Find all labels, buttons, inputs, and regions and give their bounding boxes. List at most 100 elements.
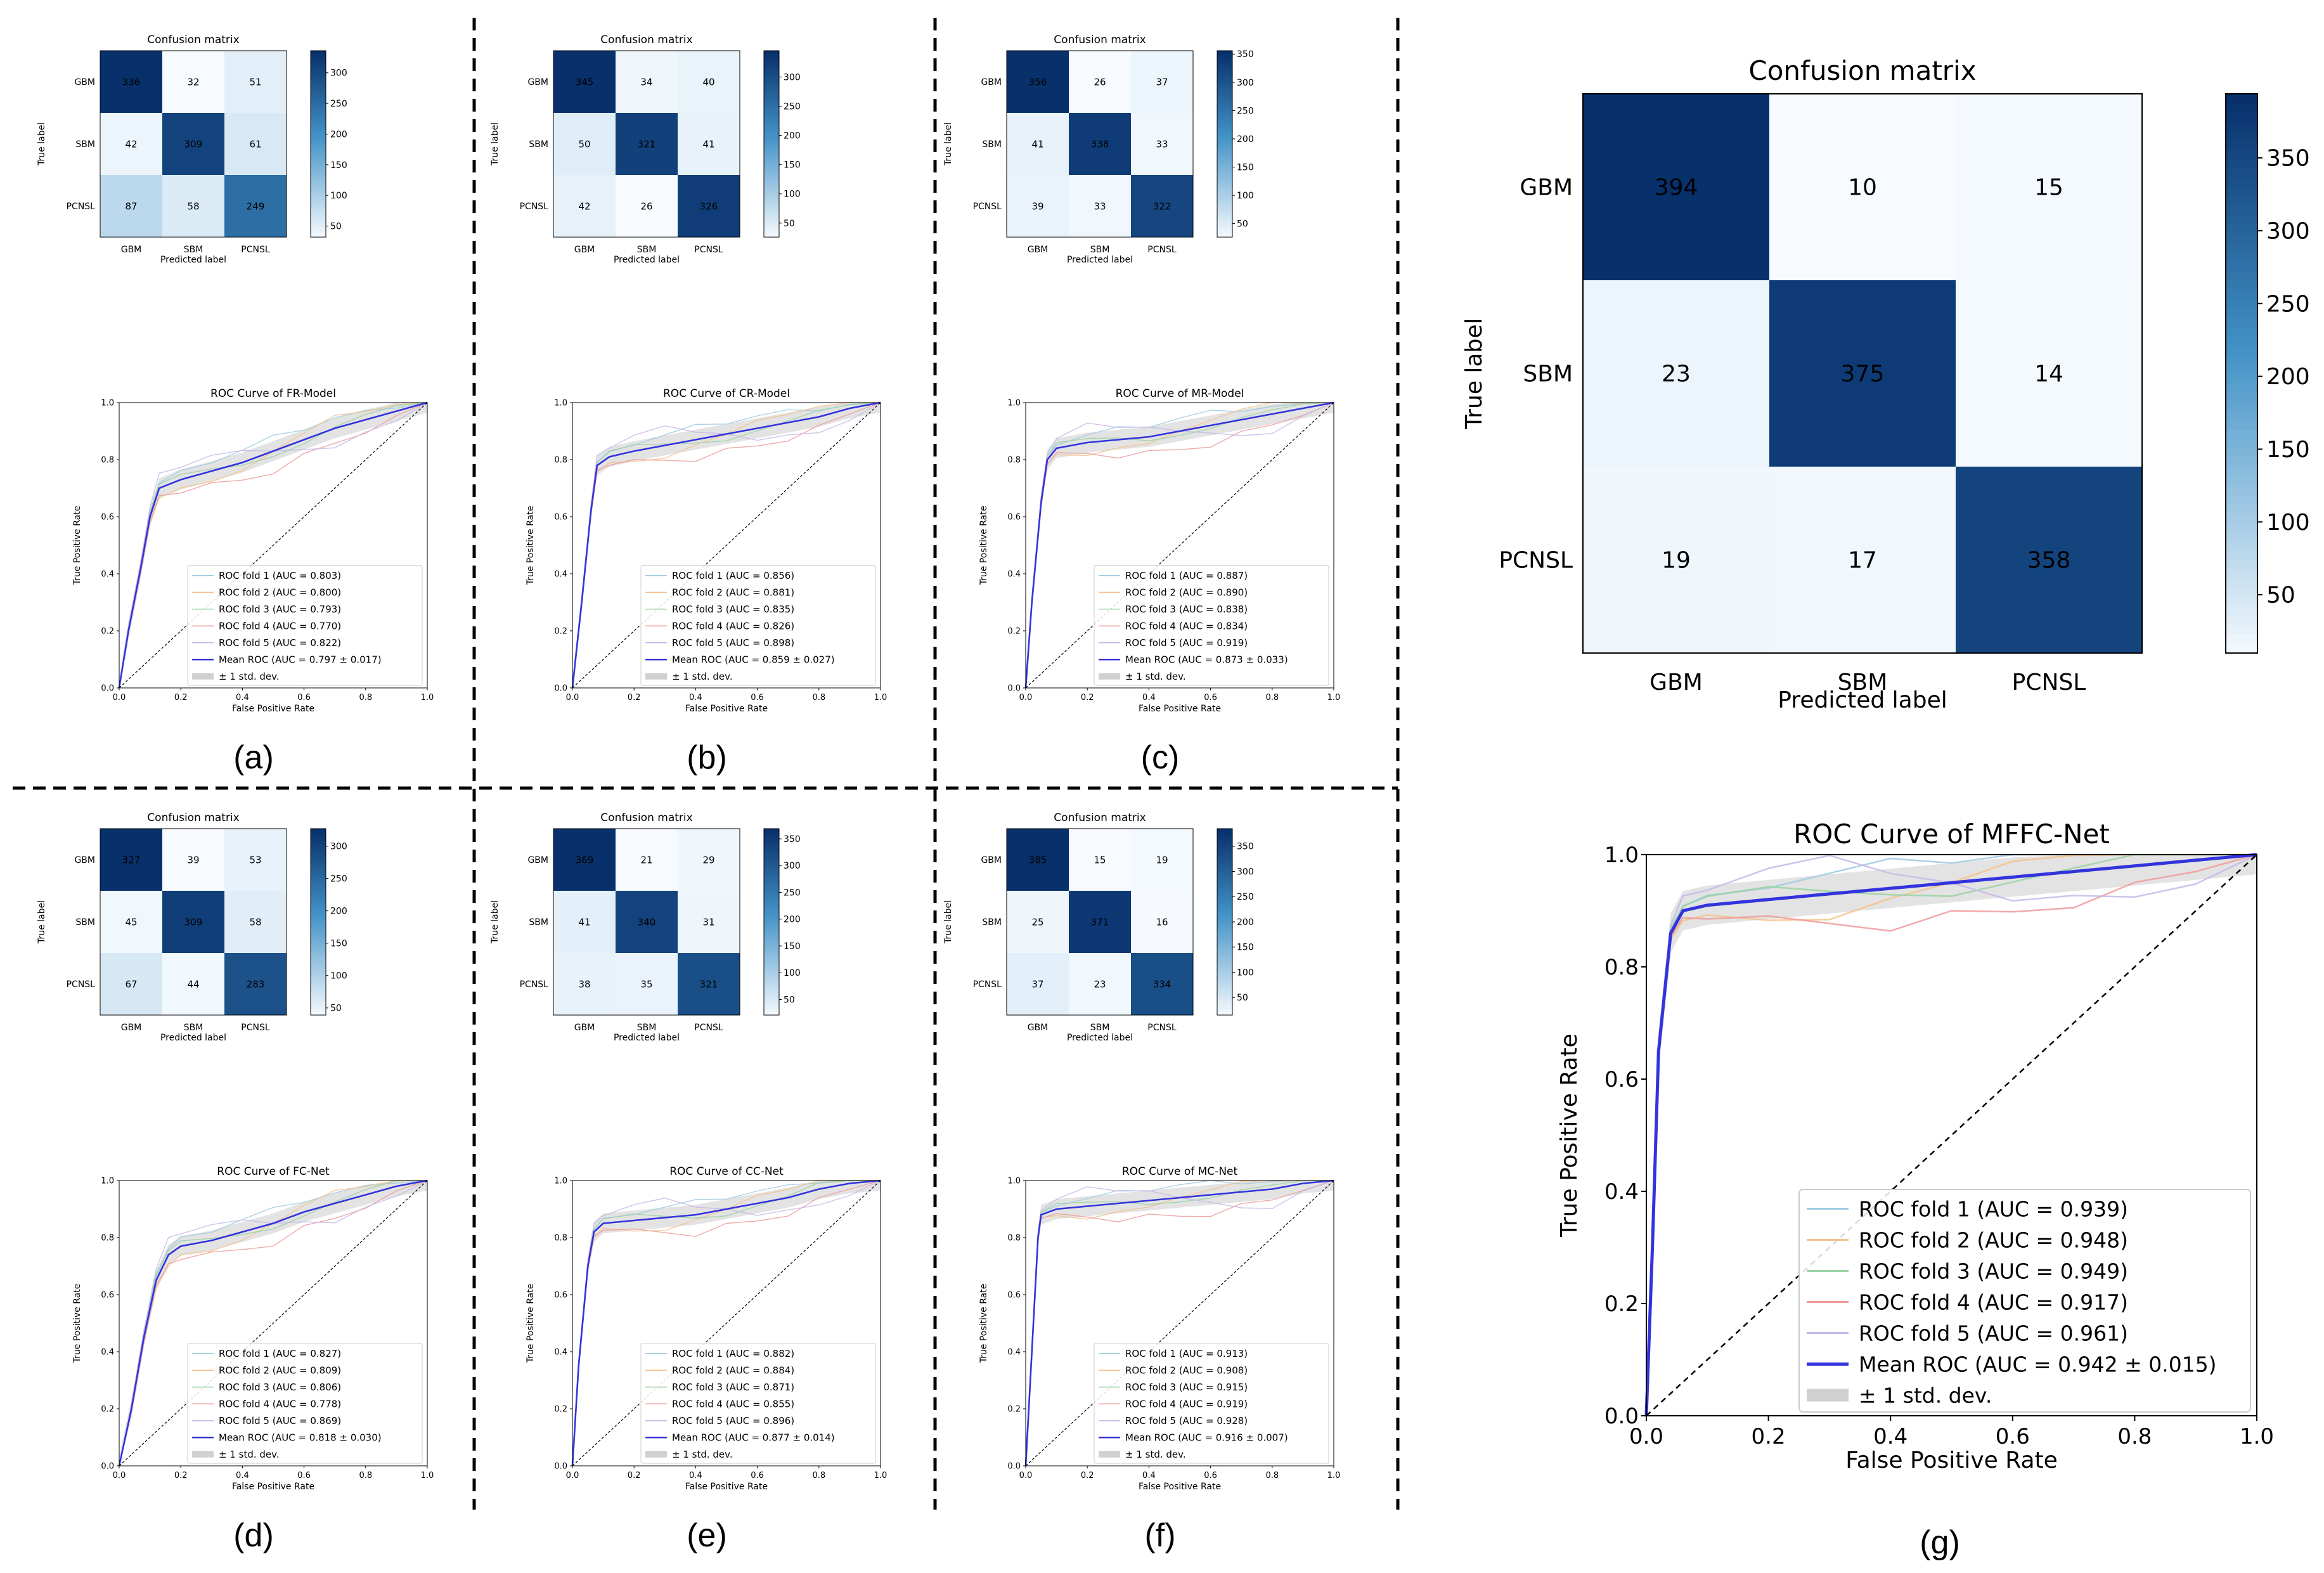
- x-tick-label: SBM: [1090, 1023, 1110, 1033]
- colorbar-segment: [311, 928, 326, 932]
- colorbar-segment: [1217, 103, 1232, 107]
- colorbar-segment: [1217, 893, 1232, 898]
- legend-entry: ROC fold 5 (AUC = 0.928): [1125, 1415, 1248, 1427]
- confusion-matrix: Confusion matrix 394 10 15 23 375 14 19 17 358 GBM…: [1461, 55, 2310, 713]
- x-tick-label: 0.8: [812, 693, 825, 702]
- colorbar-segment: [311, 150, 326, 154]
- legend-entry: Mean ROC (AUC = 0.942 ± 0.015): [1859, 1352, 2217, 1376]
- x-tick-label: 0.8: [812, 1471, 825, 1480]
- cell-value: 338: [1091, 138, 1109, 150]
- y-tick-label: GBM: [1520, 175, 1573, 201]
- colorbar-segment: [1217, 987, 1232, 991]
- colorbar-segment: [764, 869, 779, 873]
- colorbar-segment: [311, 834, 326, 839]
- plot-frame: [572, 1180, 881, 1466]
- colorbar-segment: [311, 153, 326, 157]
- chance-diagonal: [119, 402, 428, 689]
- matrix-cell: [1007, 51, 1069, 113]
- colorbar-segment: [311, 1012, 326, 1016]
- colorbar-tick-label: 250: [784, 888, 801, 898]
- cell-value: 17: [1848, 548, 1877, 574]
- colorbar-segment: [764, 53, 779, 58]
- colorbar-segment: [764, 131, 779, 135]
- colorbar-segment: [764, 829, 779, 832]
- colorbar-segment: [764, 847, 779, 851]
- roc-chart: ROC Curve of MFFC-Net 0.00.0 0.2 0.2 0.4 0.4 0…: [1556, 819, 2274, 1473]
- colorbar-segment: [311, 990, 326, 994]
- colorbar-tick-label: 50: [1237, 993, 1248, 1003]
- matrix-cell: [162, 175, 224, 237]
- colorbar-segment: [1217, 947, 1232, 950]
- y-tick-label: GBM: [527, 855, 548, 865]
- colorbar-segment: [1217, 84, 1232, 89]
- colorbar-segment: [2226, 261, 2257, 271]
- colorbar-segment: [311, 110, 326, 113]
- matrix-cell: [100, 175, 162, 237]
- cell-value: 19: [1156, 854, 1168, 865]
- legend-box: [1798, 1189, 2251, 1413]
- plot-frame: [119, 402, 428, 689]
- y-tick-label: 1.0: [101, 1177, 114, 1186]
- matrix-cell: [162, 829, 224, 891]
- matrix-cell: [616, 113, 678, 175]
- panel-label: (c): [1141, 739, 1180, 776]
- colorbar-segment: [311, 144, 326, 148]
- colorbar-segment: [311, 221, 326, 225]
- colorbar-segment: [311, 981, 326, 985]
- colorbar-segment: [311, 51, 326, 55]
- legend-entry: ROC fold 2 (AUC = 0.884): [672, 1365, 794, 1376]
- colorbar-segment: [1217, 953, 1232, 957]
- legend-swatch: [645, 673, 667, 680]
- matrix-cell: [1956, 467, 2142, 653]
- legend-entry: ROC fold 3 (AUC = 0.949): [1859, 1259, 2128, 1283]
- cell-value: 41: [578, 916, 590, 928]
- colorbar-segment: [311, 128, 326, 132]
- colorbar-segment: [1217, 838, 1232, 842]
- colorbar-segment: [764, 115, 779, 120]
- colorbar-segment: [764, 909, 779, 913]
- cell-value: 25: [1031, 916, 1043, 928]
- x-axis-label: False Positive Rate: [232, 1482, 314, 1492]
- cell-value: 33: [1094, 200, 1106, 212]
- y-tick-label: PCNSL: [67, 980, 96, 990]
- colorbar-segment: [311, 72, 326, 76]
- y-tick-label: 1.0: [101, 399, 114, 408]
- colorbar-segment: [764, 872, 779, 876]
- colorbar-tick-label: 300: [784, 72, 801, 82]
- y-tick-label: PCNSL: [520, 980, 549, 990]
- colorbar-segment: [2226, 503, 2257, 514]
- colorbar-segment: [764, 987, 779, 991]
- colorbar-segment: [311, 162, 326, 166]
- colorbar-segment: [311, 857, 326, 860]
- legend-entry: ROC fold 2 (AUC = 0.908): [1125, 1365, 1248, 1376]
- colorbar-segment: [764, 175, 779, 179]
- colorbar-segment: [311, 97, 326, 101]
- colorbar-segment: [2226, 410, 2257, 421]
- std-band: [1646, 855, 2257, 1416]
- colorbar-segment: [311, 94, 326, 98]
- colorbar-segment: [764, 984, 779, 988]
- colorbar-segment: [2226, 131, 2257, 141]
- x-axis-label: False Positive Rate: [1139, 1482, 1221, 1492]
- colorbar-segment: [311, 943, 326, 947]
- colorbar-segment: [311, 175, 326, 179]
- x-axis-label: Predicted label: [1067, 255, 1133, 265]
- x-tick-label: 1.0: [1327, 693, 1341, 702]
- x-tick-label: 0.2: [628, 693, 641, 702]
- y-tick-label: 0.6: [554, 513, 567, 522]
- x-tick-label: 0.0: [113, 1471, 126, 1480]
- colorbar-segment: [311, 224, 326, 228]
- mean-roc-curve: [1024, 1179, 1334, 1466]
- x-tick-label: PCNSL: [1147, 245, 1177, 255]
- colorbar-segment: [311, 172, 326, 176]
- colorbar-segment: [764, 162, 779, 166]
- cell-value: 44: [187, 978, 199, 990]
- colorbar-segment: [2226, 317, 2257, 328]
- colorbar-segment: [311, 984, 326, 988]
- colorbar-segment: [1217, 212, 1232, 216]
- colorbar-segment: [1217, 60, 1232, 64]
- roc-chart: ROC Curve of CR-Model 0.00.0 0.2 0.2 0.4 0.4 0…: [526, 387, 887, 714]
- colorbar-tick-label: 250: [330, 99, 347, 109]
- legend-entry: ± 1 std. dev.: [219, 671, 280, 682]
